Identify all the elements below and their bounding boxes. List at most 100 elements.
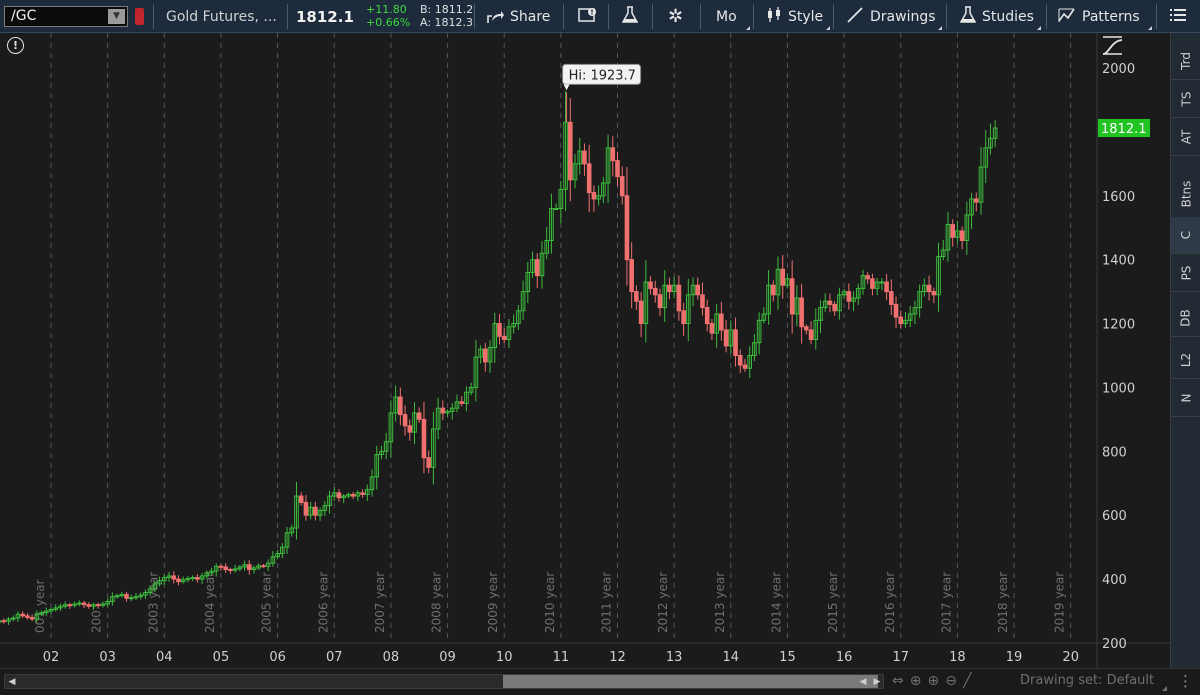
candle-body xyxy=(870,278,875,289)
tab-l2[interactable]: L2 xyxy=(1171,342,1200,379)
zoom-in-icon[interactable]: ⊕ xyxy=(927,673,940,689)
symbol-input[interactable]: /GC ▼ xyxy=(4,6,128,27)
candle xyxy=(431,412,436,485)
candle xyxy=(492,312,498,363)
scroll-left-step-arrow[interactable]: ◀ xyxy=(859,676,867,687)
toolbar-separator xyxy=(153,4,154,29)
candle xyxy=(308,501,313,520)
chart-alert-button[interactable] xyxy=(578,0,598,33)
candle-body xyxy=(303,501,309,516)
corner-indicator xyxy=(746,26,750,30)
candle-body xyxy=(586,163,592,194)
candle-body xyxy=(922,284,927,293)
patterns-menu[interactable]: Patterns xyxy=(1058,0,1140,33)
corner-indicator xyxy=(938,26,942,30)
candle xyxy=(832,301,837,316)
studies-lab-button[interactable] xyxy=(621,0,639,33)
candle xyxy=(596,185,601,206)
candle xyxy=(497,314,502,345)
price-change: +11.80 xyxy=(366,3,407,16)
tab-ts[interactable]: TS xyxy=(1171,81,1200,118)
drawings-menu[interactable]: Drawings xyxy=(846,0,936,33)
candle xyxy=(478,345,483,364)
price-tick-label: 800 xyxy=(1102,445,1127,460)
candle-body xyxy=(506,326,512,341)
candle-body xyxy=(808,329,814,341)
candle-body xyxy=(742,364,748,369)
candle-body xyxy=(629,259,634,293)
candle xyxy=(303,494,309,521)
chart-canvas[interactable]: 001 year 200 2003 year 2004 year 2005 year 20… xyxy=(0,33,1170,668)
candle xyxy=(780,255,786,299)
candle xyxy=(402,405,408,436)
candle-body xyxy=(100,603,106,606)
candle-body xyxy=(0,620,2,623)
tab-db[interactable]: DB xyxy=(1171,300,1200,337)
tab-ps[interactable]: PS xyxy=(1171,255,1200,292)
candle xyxy=(926,275,932,301)
tab-trd[interactable]: Trd xyxy=(1171,43,1200,80)
studies-menu[interactable]: Studies xyxy=(959,0,1034,33)
zoom-out-icon[interactable]: ⊖ xyxy=(945,673,957,689)
candle-body xyxy=(940,249,946,257)
alert-icon[interactable]: ! xyxy=(7,37,24,54)
candle xyxy=(483,342,488,372)
time-tick-label: 07 xyxy=(326,650,343,665)
share-button[interactable]: Share xyxy=(486,0,550,33)
candle xyxy=(846,283,852,310)
candle-body xyxy=(553,208,559,211)
settings-button[interactable]: ✲ xyxy=(668,0,683,33)
style-toggle-icon[interactable] xyxy=(1101,35,1124,56)
candle-body xyxy=(270,556,276,564)
drawing-set-selector[interactable]: Drawing set: Default xyxy=(1020,673,1155,688)
more-icon[interactable]: ⋮ xyxy=(1178,672,1193,690)
candle-body xyxy=(709,323,715,334)
link-color-marker[interactable] xyxy=(135,8,144,25)
candle-body xyxy=(473,356,479,388)
pan-arrows-icon[interactable]: ⇔ xyxy=(892,673,904,689)
menu-button[interactable] xyxy=(1170,0,1186,33)
candle xyxy=(553,203,559,211)
tab-label: TS xyxy=(1178,91,1193,107)
candle xyxy=(190,575,195,582)
candle-body xyxy=(700,294,705,309)
crosshair-icon[interactable]: ⊕ xyxy=(909,673,922,689)
symbol-dropdown-button[interactable]: ▼ xyxy=(108,9,125,24)
candle-body xyxy=(114,595,120,598)
candle-body xyxy=(723,329,729,347)
candle xyxy=(77,600,82,607)
candle xyxy=(681,302,686,336)
candle-body xyxy=(162,577,167,582)
candle xyxy=(157,576,162,587)
scroll-right-arrow[interactable]: ▶ xyxy=(873,676,881,687)
gear-icon: ✲ xyxy=(668,6,684,27)
candle xyxy=(270,551,276,567)
scrollbar-thumb[interactable] xyxy=(503,675,878,688)
tab-label: N xyxy=(1178,393,1193,403)
candle xyxy=(973,192,979,212)
candle-body xyxy=(242,564,247,568)
candle xyxy=(426,450,431,474)
tab-at[interactable]: AT xyxy=(1171,119,1200,156)
candle-body xyxy=(336,492,342,499)
tab-btns[interactable]: Btns xyxy=(1171,166,1200,222)
candle xyxy=(468,382,474,396)
candle-body xyxy=(822,300,828,309)
horizontal-scrollbar[interactable]: ◀ ◀ ▶ xyxy=(4,674,884,689)
draw-line-icon[interactable]: ╱ xyxy=(962,673,972,689)
tab-label: L2 xyxy=(1178,352,1193,368)
style-menu[interactable]: Style xyxy=(766,0,823,33)
candle-body xyxy=(138,594,143,598)
candle-body xyxy=(379,450,384,456)
candle xyxy=(180,576,186,584)
aggregation-selector[interactable]: Mo xyxy=(716,0,737,33)
tab-c[interactable]: C xyxy=(1171,217,1200,254)
tab-n[interactable]: N xyxy=(1171,380,1200,417)
candle-body xyxy=(492,323,498,349)
candle xyxy=(931,287,937,304)
candle-body xyxy=(799,297,804,328)
candle xyxy=(379,445,384,460)
price-tick-label: 1600 xyxy=(1102,190,1135,205)
scroll-left-arrow[interactable]: ◀ xyxy=(8,676,16,687)
price-chart[interactable]: 001 year 200 2003 year 2004 year 2005 year 20… xyxy=(0,33,1170,668)
